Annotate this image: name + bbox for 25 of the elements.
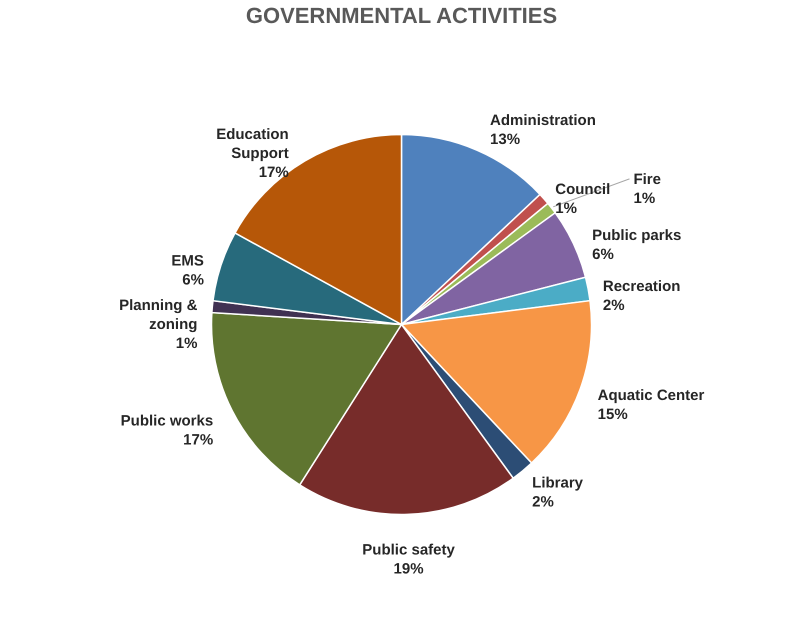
data-label: 19%	[394, 560, 424, 578]
data-label: 6%	[182, 271, 204, 288]
data-label: 6%	[592, 246, 614, 263]
slice-label: Public safety	[362, 541, 456, 558]
slice-label: Public parks	[592, 226, 682, 244]
slice-label: Public works	[120, 412, 214, 430]
data-label: 2%	[532, 493, 554, 510]
slice-label: Fire	[633, 170, 661, 188]
slice-label: Library	[532, 474, 584, 492]
chart-title: GOVERNMENTAL ACTIVITIES	[246, 3, 558, 28]
slice-label: Planning & zoning	[119, 297, 198, 334]
data-label: 17%	[258, 164, 289, 181]
slice-label: Recreation	[602, 278, 680, 296]
slice-label: EMS	[171, 252, 204, 270]
data-label: 15%	[598, 406, 628, 424]
data-label: 17%	[183, 431, 214, 448]
data-label: 1%	[555, 200, 577, 217]
data-label: 13%	[490, 130, 520, 148]
slice-label: Council	[555, 180, 610, 198]
data-label: 2%	[602, 297, 625, 314]
slice-label: Aquatic Center	[598, 387, 704, 404]
slice-label: Education Support	[216, 126, 289, 162]
data-label: 1%	[633, 190, 656, 207]
data-label: 1%	[176, 335, 198, 352]
slice-label: Administration	[490, 112, 596, 129]
